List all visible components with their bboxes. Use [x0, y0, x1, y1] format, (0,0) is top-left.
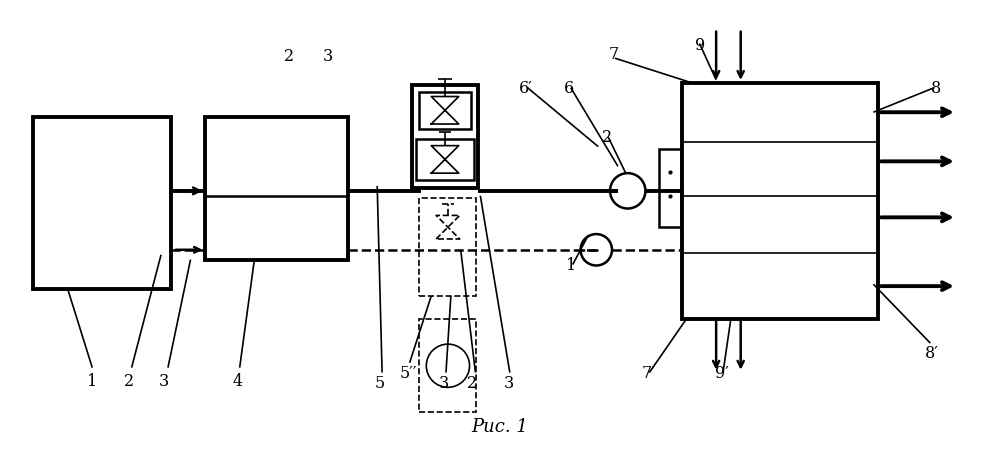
Bar [33, 117, 171, 289]
Text: 8: 8 [931, 80, 941, 97]
Bar [419, 92, 471, 129]
Circle shape [610, 173, 645, 209]
Bar [659, 149, 681, 227]
Text: 3: 3 [159, 372, 169, 390]
Text: 2: 2 [124, 372, 134, 390]
Text: 9′: 9′ [715, 365, 729, 382]
Bar [416, 139, 474, 180]
Text: 3: 3 [504, 375, 514, 391]
Text: 1: 1 [566, 256, 576, 274]
Circle shape [581, 234, 612, 266]
Circle shape [426, 344, 470, 387]
Text: 9: 9 [695, 37, 706, 54]
Text: 6′: 6′ [519, 80, 532, 97]
Text: 5: 5 [375, 375, 385, 391]
Text: Рис. 1: Рис. 1 [472, 418, 528, 437]
Bar [205, 117, 348, 260]
Text: 1: 1 [87, 372, 97, 390]
Bar [419, 319, 476, 412]
Text: 6: 6 [564, 80, 574, 97]
Text: 2: 2 [284, 48, 294, 66]
Text: 5′′: 5′′ [400, 365, 417, 382]
Text: 8′: 8′ [925, 345, 939, 362]
Bar [682, 83, 878, 319]
Text: 3: 3 [323, 48, 333, 66]
Text: 4: 4 [233, 372, 243, 390]
Text: 7: 7 [609, 47, 619, 63]
Bar [412, 85, 478, 188]
Bar [419, 198, 476, 296]
Text: 7′: 7′ [641, 365, 655, 382]
Text: 3: 3 [439, 375, 449, 391]
Text: 2: 2 [467, 375, 478, 391]
Text: 2: 2 [602, 129, 612, 146]
